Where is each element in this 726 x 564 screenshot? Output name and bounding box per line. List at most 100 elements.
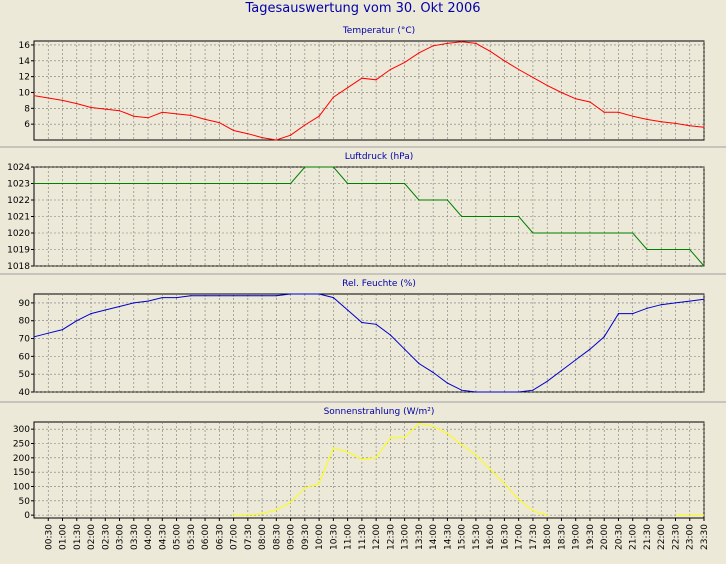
data-point [432,371,434,373]
data-point [617,232,620,234]
x-tick-label: 23:30 [700,524,710,550]
data-point [261,137,263,139]
chart-title: Luftdruck (hPa) [345,152,414,162]
data-point [389,68,391,71]
data-point [446,382,449,384]
data-point [304,293,306,295]
x-tick-label: 22:00 [657,524,667,550]
data-point [546,380,548,382]
data-point [518,498,520,500]
x-tick-label: 03:00 [116,524,126,550]
data-point [689,248,691,251]
data-point [118,182,121,185]
data-point [332,447,334,449]
y-tick-label: 14 [19,57,31,67]
data-point [674,122,677,124]
data-point [347,87,349,89]
x-tick-label: 21:30 [643,524,653,550]
y-tick-label: 250 [13,439,30,449]
x-tick-label: 07:30 [244,524,254,550]
data-point [204,295,206,297]
x-tick-label: 19:30 [586,524,596,550]
data-point [175,182,178,185]
data-point [304,487,306,489]
data-point [218,121,220,124]
data-point [104,309,106,311]
data-point [646,248,648,251]
y-tick-label: 10 [19,88,31,98]
data-point [375,182,377,185]
page-title: Tagesauswertung vom 30. Okt 2006 [245,1,481,16]
data-point [232,182,235,185]
data-point [617,313,620,315]
chart-panel-2: 1018 1019 1020 1021 1022 1023 1024 Luftdruck (h… [7,152,705,272]
y-tick-label: 50 [19,370,31,380]
plot-area [33,40,705,141]
y-tick-label: 90 [19,299,31,309]
series-line [33,293,705,393]
x-tick-label: 09:00 [287,524,297,550]
x-tick-label: 10:30 [329,524,339,550]
data-point [632,232,634,234]
data-point [204,118,206,121]
data-point [261,513,263,515]
chart-title: Sonnenstrahlung (W/m²) [324,407,435,417]
data-point [432,199,434,201]
y-tick-label: 1020 [7,229,30,239]
x-tick-label: 23:00 [686,524,696,550]
data-point [161,296,163,299]
x-tick-label: 11:30 [358,524,368,550]
data-point [404,61,406,63]
series-line [33,41,705,141]
data-point [175,113,178,115]
data-point [61,182,64,185]
y-tick-label: 12 [19,73,30,83]
x-tick-label: 06:30 [215,524,225,550]
x-tick-label: 02:00 [87,524,97,550]
y-tick-label: 1021 [7,213,30,223]
data-point [118,305,121,308]
data-point [418,199,420,201]
data-point [418,362,420,365]
chart-title: Rel. Feuchte (%) [342,279,416,289]
data-point [589,101,591,103]
x-tick-label: 07:00 [230,524,240,550]
data-point [703,298,705,300]
data-point [190,114,192,117]
x-tick-label: 22:30 [671,524,681,550]
data-point [275,509,277,511]
x-tick-label: 14:00 [429,524,439,550]
data-point [33,336,35,338]
x-tick-label: 00:30 [44,524,54,550]
data-point [532,389,534,391]
data-point [404,182,406,185]
data-point [90,182,92,185]
x-tick-label: 05:00 [173,524,183,550]
data-point [375,457,377,459]
data-point [33,182,35,185]
x-tick-label: 21:00 [629,524,639,550]
x-tick-label: 17:30 [529,524,539,550]
x-tick-label: 08:00 [258,524,268,550]
data-point [175,296,178,299]
chart-title: Temperatur (°C) [342,26,415,36]
data-point [76,320,78,322]
data-point [47,332,49,334]
data-point [503,391,506,393]
data-point [318,115,320,117]
data-point [632,313,634,315]
x-tick-label: 20:00 [600,524,610,550]
data-point [632,115,634,117]
data-point [560,232,563,234]
data-point [261,182,263,185]
x-tick-label: 08:30 [272,524,282,550]
data-point [190,182,192,185]
y-tick-label: 0 [24,511,30,521]
data-point [289,182,292,185]
data-point [275,139,277,141]
data-point [332,166,334,168]
data-point [589,348,591,350]
data-point [318,483,320,485]
data-point [575,359,577,361]
data-point [589,232,591,234]
